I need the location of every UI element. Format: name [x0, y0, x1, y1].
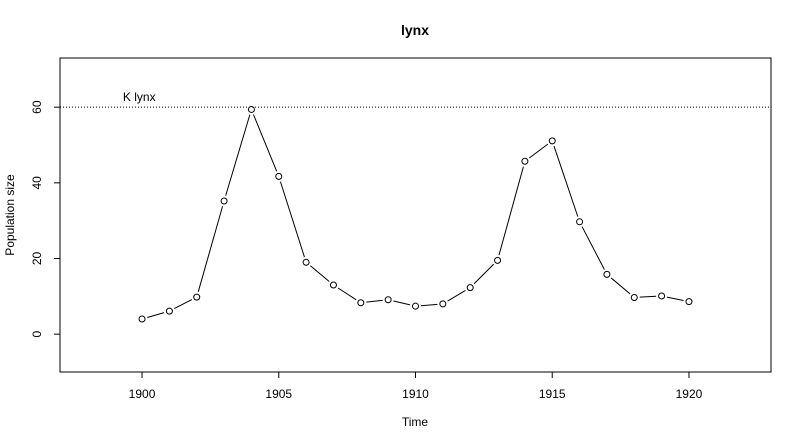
- reference-line-group: K lynx: [60, 90, 771, 108]
- x-tick-label: 1910: [402, 387, 429, 401]
- data-point: [494, 256, 502, 264]
- data-point: [165, 307, 173, 315]
- data-point: [138, 315, 146, 323]
- data-point: [193, 293, 201, 301]
- x-axis-label: Time: [402, 415, 429, 429]
- x-tick-label: 1900: [129, 387, 156, 401]
- data-point: [384, 296, 392, 304]
- plot-frame: [59, 57, 772, 373]
- data-point: [329, 281, 337, 289]
- data-point: [247, 105, 255, 113]
- data-point: [302, 258, 310, 266]
- data-point: [603, 270, 611, 278]
- y-axis-label: Population size: [3, 174, 17, 256]
- series-line-segment: [366, 299, 383, 303]
- data-point: [685, 298, 693, 306]
- y-axis: 0 20 40 60: [30, 100, 61, 338]
- series-line-segment: [610, 277, 631, 295]
- series-line-segment: [420, 303, 438, 307]
- series-line-segment: [225, 114, 251, 196]
- series-line-segment: [581, 226, 605, 270]
- data-point: [412, 302, 419, 310]
- data-point: [275, 172, 283, 180]
- series-line-segment: [447, 290, 466, 302]
- data-point: [521, 157, 529, 165]
- y-tick-label: 60: [30, 100, 44, 114]
- x-axis: 1900 1905 1910 1915 1920: [129, 371, 703, 401]
- series-line-segment: [498, 166, 524, 256]
- series-line-segment: [528, 143, 549, 159]
- data-point: [630, 293, 638, 301]
- y-tick-label: 40: [30, 176, 44, 190]
- reference-line-label: K lynx: [123, 90, 156, 104]
- series-line-segment: [197, 206, 224, 292]
- data-point: [220, 197, 228, 205]
- chart-title: lynx: [401, 22, 429, 38]
- data-point: [658, 292, 666, 300]
- data-point: [466, 284, 474, 292]
- series-line-segment: [147, 312, 165, 318]
- x-tick-label: 1905: [265, 387, 292, 401]
- series-line-segment: [666, 296, 684, 302]
- x-tick-label: 1920: [676, 387, 703, 401]
- series-line-segment: [553, 145, 579, 217]
- series-line-segment: [473, 263, 494, 285]
- data-point: [576, 218, 584, 226]
- x-tick-label: 1915: [539, 387, 566, 401]
- data-point: [439, 300, 447, 308]
- y-tick-label: 0: [30, 331, 44, 338]
- series-group: [138, 105, 693, 323]
- y-tick-label: 20: [30, 252, 44, 266]
- data-point: [357, 299, 365, 307]
- series-line-segment: [393, 300, 411, 306]
- series-line-segment: [174, 299, 193, 310]
- series-line-segment: [337, 287, 357, 301]
- series-line-segment: [639, 295, 657, 298]
- series-line-segment: [279, 181, 305, 258]
- series-line-segment: [253, 114, 278, 172]
- data-point: [548, 137, 556, 145]
- series-line-segment: [310, 265, 330, 282]
